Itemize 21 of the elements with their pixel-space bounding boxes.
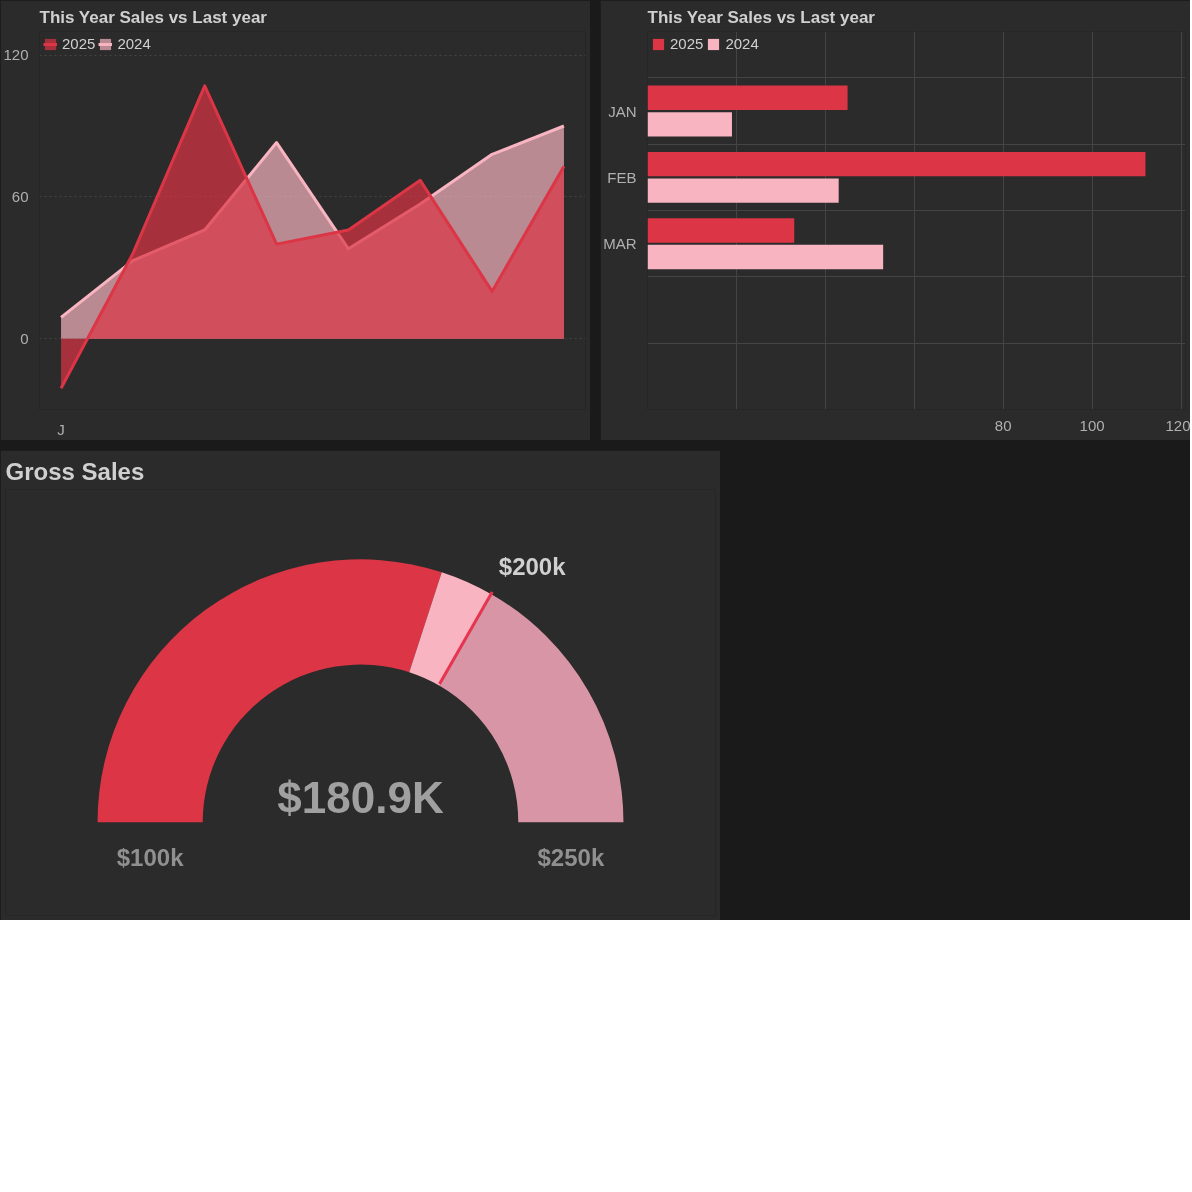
legend-label: 2024 — [725, 35, 759, 52]
legend-label: 2025 — [670, 35, 704, 52]
y-tick-label: JAN — [608, 102, 637, 120]
y-tick-label: 120 — [3, 46, 29, 64]
y-tick-label: 0 — [20, 329, 29, 347]
x-tick-label: 80 — [994, 416, 1012, 434]
chart-title: This Year Sales vs Last year — [647, 7, 876, 27]
x-tick-label: J — [57, 420, 65, 438]
x-tick-label: 120 — [1165, 416, 1191, 434]
text: $100k — [116, 843, 185, 871]
legend-label: 2025 — [62, 35, 96, 52]
y-tick-label: FEB — [607, 168, 637, 186]
chart-title: This Year Sales vs Last year — [39, 7, 268, 27]
text: $180.9K — [277, 773, 444, 823]
y-tick-label: MAR — [603, 235, 637, 253]
chart-title: Gross Sales — [5, 457, 145, 485]
x-tick-label: 100 — [1079, 416, 1105, 434]
text: $250k — [537, 843, 605, 871]
legend-label: 2024 — [117, 35, 151, 52]
y-tick-label: 60 — [11, 187, 29, 205]
text: $200k — [498, 553, 567, 581]
